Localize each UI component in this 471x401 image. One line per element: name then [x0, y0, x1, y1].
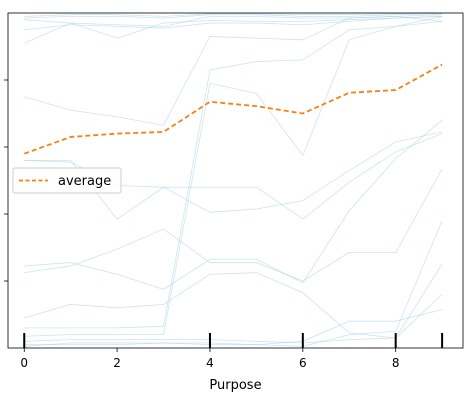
x-tick-label-8: 8 — [392, 356, 400, 370]
legend-box — [12, 167, 122, 194]
ice-line-16 — [24, 294, 443, 344]
plot-frame — [7, 12, 464, 349]
x-axis-label: Purpose — [209, 378, 261, 393]
ice-line-15 — [24, 220, 443, 347]
y-axis-ticks — [4, 79, 8, 282]
ice-line-8 — [24, 15, 443, 337]
ice-line-13 — [24, 264, 443, 339]
x-tick-label-0: 0 — [20, 356, 28, 370]
ice-line-5 — [24, 15, 443, 44]
ice-line-4 — [24, 15, 443, 31]
ice-lines-group — [24, 12, 443, 347]
rug-marks — [23, 333, 444, 348]
x-tick-label-6: 6 — [299, 356, 307, 370]
ice-line-14 — [24, 309, 443, 346]
x-axis-ticks: 0 2 4 6 8 — [20, 348, 399, 370]
average-line — [23, 63, 443, 155]
x-tick-label-2: 2 — [113, 356, 121, 370]
ice-line-1 — [24, 12, 443, 17]
ice-line-12 — [24, 168, 443, 282]
ice-line-2 — [24, 13, 443, 19]
ice-line-11 — [24, 119, 443, 290]
legend-label-average: average — [58, 174, 111, 189]
x-tick-label-4: 4 — [206, 356, 214, 370]
ice-line-6 — [24, 15, 443, 126]
legend: average — [12, 167, 122, 194]
average-line-group — [23, 63, 443, 155]
ice-line-7 — [24, 20, 443, 329]
